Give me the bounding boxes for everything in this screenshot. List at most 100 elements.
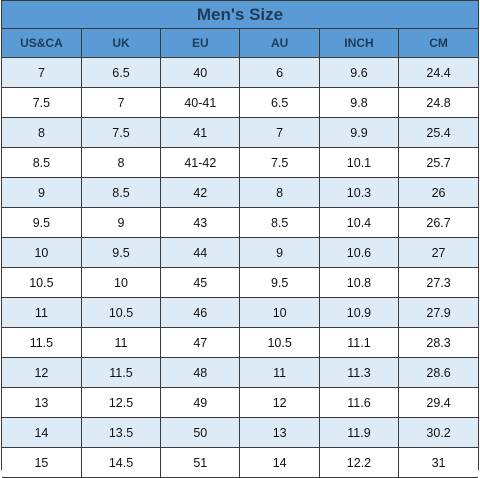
cell-uk: 10 <box>80 267 162 298</box>
cell-us-ca: 15 <box>2 447 82 478</box>
cell-us-ca: 9 <box>2 177 82 208</box>
cell-au: 9 <box>239 237 320 268</box>
cell-au: 12 <box>239 387 320 418</box>
cell-au: 8 <box>239 177 320 208</box>
cell-us-ca: 8.5 <box>2 147 82 178</box>
cell-us-ca: 10.5 <box>2 267 82 298</box>
cell-uk: 9 <box>80 207 162 238</box>
cell-eu: 46 <box>160 297 241 328</box>
cell-au: 6.5 <box>239 87 320 118</box>
cell-uk: 7 <box>80 87 162 118</box>
cell-eu: 49 <box>160 387 241 418</box>
cell-cm: 27.3 <box>398 267 478 298</box>
cell-us-ca: 11 <box>2 297 82 328</box>
cell-uk: 9.5 <box>80 237 162 268</box>
cell-uk: 14.5 <box>80 447 162 478</box>
cell-inch: 10.9 <box>318 297 400 328</box>
cell-au: 7.5 <box>239 147 320 178</box>
cell-cm: 26.7 <box>398 207 478 238</box>
column-header-us-ca: US&CA <box>2 29 82 58</box>
column-header-inch: INCH <box>318 29 400 58</box>
cell-au: 11 <box>239 357 320 388</box>
cell-uk: 12.5 <box>80 387 162 418</box>
cell-inch: 9.9 <box>318 117 400 148</box>
cell-eu: 42 <box>160 177 241 208</box>
cell-eu: 45 <box>160 267 241 298</box>
cell-cm: 29.4 <box>398 387 478 418</box>
cell-eu: 40 <box>160 57 241 88</box>
cell-us-ca: 9.5 <box>2 207 82 238</box>
cell-cm: 25.4 <box>398 117 478 148</box>
chart-title: Men's Size <box>2 0 478 29</box>
cell-au: 10.5 <box>239 327 320 358</box>
cell-eu: 51 <box>160 447 241 478</box>
table-row: 9.5 9 43 8.5 10.4 26.7 <box>2 207 478 238</box>
table-row: 11 10.5 46 10 10.9 27.9 <box>2 297 478 328</box>
column-header-cm: CM <box>398 29 478 58</box>
cell-cm: 26 <box>398 177 478 208</box>
table-row: 15 14.5 51 14 12.2 31 <box>2 447 478 478</box>
cell-au: 8.5 <box>239 207 320 238</box>
cell-cm: 28.3 <box>398 327 478 358</box>
cell-au: 7 <box>239 117 320 148</box>
cell-cm: 30.2 <box>398 417 478 448</box>
cell-inch: 10.4 <box>318 207 400 238</box>
cell-inch: 11.3 <box>318 357 400 388</box>
cell-us-ca: 12 <box>2 357 82 388</box>
cell-inch: 10.6 <box>318 237 400 268</box>
cell-inch: 11.1 <box>318 327 400 358</box>
cell-eu: 50 <box>160 417 241 448</box>
table-body: 7 6.5 40 6 9.6 24.4 7.5 7 40-41 6.5 9.8 24.8 8 7.5 41 7… <box>2 57 478 478</box>
cell-eu: 41 <box>160 117 241 148</box>
table-row: 8 7.5 41 7 9.9 25.4 <box>2 117 478 148</box>
cell-uk: 11 <box>80 327 162 358</box>
table-row: 14 13.5 50 13 11.9 30.2 <box>2 417 478 448</box>
cell-uk: 6.5 <box>80 57 162 88</box>
cell-us-ca: 11.5 <box>2 327 82 358</box>
cell-us-ca: 14 <box>2 417 82 448</box>
cell-au: 14 <box>239 447 320 478</box>
cell-inch: 10.1 <box>318 147 400 178</box>
column-header-au: AU <box>239 29 320 58</box>
cell-cm: 24.8 <box>398 87 478 118</box>
cell-cm: 31 <box>398 447 478 478</box>
cell-au: 10 <box>239 297 320 328</box>
table-row: 7.5 7 40-41 6.5 9.8 24.8 <box>2 87 478 118</box>
cell-inch: 10.3 <box>318 177 400 208</box>
header-row: US&CA UK EU AU INCH CM <box>2 29 478 58</box>
cell-inch: 9.8 <box>318 87 400 118</box>
cell-uk: 13.5 <box>80 417 162 448</box>
cell-eu: 47 <box>160 327 241 358</box>
cell-cm: 28.6 <box>398 357 478 388</box>
column-header-eu: EU <box>160 29 241 58</box>
table-row: 8.5 8 41-42 7.5 10.1 25.7 <box>2 147 478 178</box>
cell-inch: 12.2 <box>318 447 400 478</box>
cell-eu: 43 <box>160 207 241 238</box>
cell-au: 13 <box>239 417 320 448</box>
cell-us-ca: 13 <box>2 387 82 418</box>
cell-us-ca: 7.5 <box>2 87 82 118</box>
cell-us-ca: 8 <box>2 117 82 148</box>
cell-inch: 10.8 <box>318 267 400 298</box>
table-row: 12 11.5 48 11 11.3 28.6 <box>2 357 478 388</box>
cell-cm: 25.7 <box>398 147 478 178</box>
cell-inch: 11.6 <box>318 387 400 418</box>
table-row: 13 12.5 49 12 11.6 29.4 <box>2 387 478 418</box>
table-row: 7 6.5 40 6 9.6 24.4 <box>2 57 478 88</box>
cell-inch: 9.6 <box>318 57 400 88</box>
cell-inch: 11.9 <box>318 417 400 448</box>
cell-eu: 48 <box>160 357 241 388</box>
cell-cm: 24.4 <box>398 57 478 88</box>
cell-eu: 44 <box>160 237 241 268</box>
table-row: 10.5 10 45 9.5 10.8 27.3 <box>2 267 478 298</box>
cell-eu: 41-42 <box>160 147 241 178</box>
table-row: 10 9.5 44 9 10.6 27 <box>2 237 478 268</box>
size-table: US&CA UK EU AU INCH CM 7 6.5 40 6 9.6 24.4 7.5… <box>2 29 478 478</box>
cell-cm: 27 <box>398 237 478 268</box>
cell-au: 9.5 <box>239 267 320 298</box>
cell-cm: 27.9 <box>398 297 478 328</box>
cell-uk: 7.5 <box>80 117 162 148</box>
cell-au: 6 <box>239 57 320 88</box>
cell-uk: 8 <box>80 147 162 178</box>
